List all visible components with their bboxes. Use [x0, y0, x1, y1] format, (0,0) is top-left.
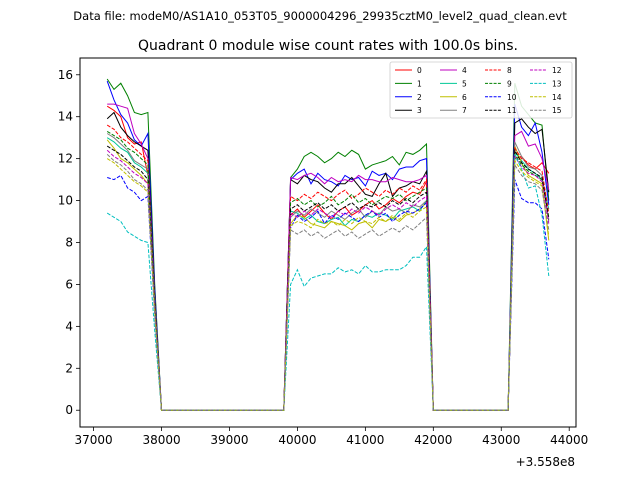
chart-title: Quadrant 0 module wise count rates with … — [138, 38, 518, 54]
y-tick-label: 2 — [65, 361, 73, 375]
series-line-9 — [106, 130, 550, 411]
legend-label-1: 1 — [417, 79, 422, 88]
y-tick-label: 16 — [58, 68, 73, 82]
series-line-2 — [106, 80, 550, 411]
series-line-15 — [106, 154, 550, 411]
legend-label-5: 5 — [462, 79, 467, 88]
legend-label-7: 7 — [462, 106, 467, 115]
legend-label-2: 2 — [417, 93, 422, 102]
legend-label-3: 3 — [417, 106, 422, 115]
x-tick-label: 42000 — [414, 433, 452, 447]
y-tick-label: 4 — [65, 319, 73, 333]
series-line-3 — [106, 111, 550, 411]
legend-label-14: 14 — [552, 93, 562, 102]
x-tick-label: 37000 — [74, 433, 112, 447]
legend-label-12: 12 — [552, 66, 562, 75]
legend-label-10: 10 — [507, 93, 517, 102]
series-line-14 — [106, 158, 550, 411]
legend-label-9: 9 — [507, 79, 512, 88]
x-tick-label: 41000 — [346, 433, 384, 447]
y-tick-label: 0 — [65, 403, 73, 417]
series-line-13 — [106, 154, 550, 411]
legend-label-15: 15 — [552, 106, 562, 115]
y-tick-label: 10 — [58, 194, 73, 208]
series-line-0 — [106, 105, 550, 411]
x-tick-label: 43000 — [482, 433, 520, 447]
y-tick-label: 6 — [65, 277, 73, 291]
legend-label-0: 0 — [417, 66, 422, 75]
x-offset-label: +3.558e8 — [516, 455, 575, 469]
y-tick-label: 12 — [58, 152, 73, 166]
x-tick-label: 39000 — [210, 433, 248, 447]
x-tick-label: 40000 — [278, 433, 316, 447]
x-tick-label: 44000 — [550, 433, 588, 447]
series-line-7 — [106, 133, 550, 411]
legend-label-8: 8 — [507, 66, 512, 75]
suptitle: Data file: modeM0/AS1A10_053T05_90000042… — [73, 9, 567, 23]
legend-label-4: 4 — [462, 66, 467, 75]
series-line-11 — [106, 145, 550, 411]
series-line-8 — [106, 124, 550, 411]
series-line-4 — [107, 103, 550, 411]
y-tick-label: 14 — [58, 110, 73, 124]
legend-label-6: 6 — [462, 93, 467, 102]
series-line-10 — [107, 174, 550, 411]
series-line-12 — [106, 149, 550, 411]
axes-layer: 37000 38000 39000 40000 41000 42000 43000 44000… — [58, 68, 589, 447]
legend-label-11: 11 — [507, 106, 517, 115]
legend-label-13: 13 — [552, 79, 562, 88]
series-layer — [106, 78, 550, 411]
series-line-1 — [106, 78, 550, 411]
legend-frame — [389, 61, 573, 119]
x-tick-label: 38000 — [142, 433, 180, 447]
y-tick-label: 8 — [65, 236, 73, 250]
